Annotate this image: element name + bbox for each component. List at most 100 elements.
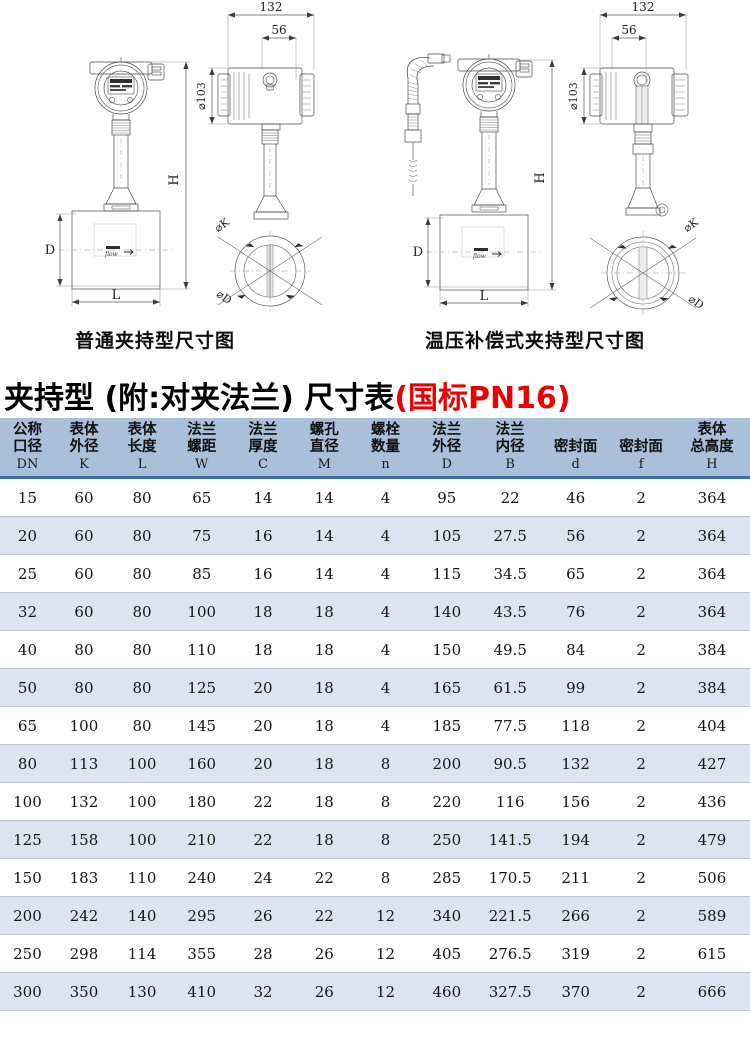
- cell-dseal: 84: [542, 630, 609, 669]
- dimension-table: 公称 口径 DN 表体 外径 K 表体 长度 L 法兰 螺距 W 法兰 厚度: [0, 418, 750, 1011]
- cell-f: 2: [608, 706, 674, 745]
- cell-dn: 200: [0, 896, 55, 935]
- col-header-n: 螺栓 数量 n: [354, 418, 417, 479]
- cell-n: 12: [354, 896, 417, 935]
- cell-f: 2: [608, 782, 674, 821]
- cell-d: 140: [416, 592, 478, 631]
- cell-d: 285: [416, 858, 478, 897]
- cell-d: 150: [416, 630, 478, 669]
- cell-k: 60: [54, 516, 114, 555]
- svg-text:flow: flow: [472, 253, 487, 260]
- cell-b: 170.5: [477, 858, 543, 897]
- cell-h: 589: [673, 896, 750, 935]
- cell-dn: 125: [0, 820, 55, 859]
- dim-label-H-left: H: [167, 174, 182, 185]
- cell-k: 298: [54, 934, 114, 973]
- cell-l: 80: [113, 592, 172, 631]
- cell-dseal: 118: [542, 706, 609, 745]
- cell-c: 18: [232, 630, 294, 669]
- cell-b: 221.5: [477, 896, 543, 935]
- table-row: 50 80 80 125 20 18 4 165 61.5 99 2 384: [0, 668, 750, 707]
- cell-d: 340: [416, 896, 478, 935]
- cell-dn: 25: [0, 554, 55, 593]
- cell-w: 355: [171, 934, 233, 973]
- cell-h: 384: [673, 630, 750, 669]
- cell-l: 80: [113, 668, 172, 707]
- cell-h: 384: [673, 668, 750, 707]
- cell-c: 32: [232, 972, 294, 1011]
- drawing-temp-pressure-compensated-clamp: flow H D L: [378, 0, 750, 320]
- cell-dseal: 56: [542, 516, 609, 555]
- cell-b: 141.5: [477, 820, 543, 859]
- cell-w: 295: [171, 896, 233, 935]
- cell-n: 4: [354, 516, 417, 555]
- table-row: 150 183 110 240 24 22 8 285 170.5 211 2 …: [0, 858, 750, 897]
- cell-b: 34.5: [477, 554, 543, 593]
- cell-f: 2: [608, 820, 674, 859]
- cell-d: 200: [416, 744, 478, 783]
- col-header-W: 法兰 螺距 W: [171, 418, 233, 479]
- cell-d: 460: [416, 972, 478, 1011]
- dim-label-Dflange-left: ⌀D: [214, 287, 234, 307]
- cell-h: 506: [673, 858, 750, 897]
- cell-l: 100: [113, 820, 172, 859]
- dim-label-L-left: L: [112, 288, 121, 303]
- cell-m: 26: [293, 972, 355, 1011]
- cell-d: 95: [416, 477, 478, 517]
- table-row: 200 242 140 295 26 22 12 340 221.5 266 2…: [0, 896, 750, 935]
- table-body: 15 60 80 65 14 14 4 95 22 46 2 364 20 60…: [0, 477, 750, 1011]
- cell-l: 80: [113, 554, 172, 593]
- cell-f: 2: [608, 477, 674, 517]
- section-title: 夹持型 (附:对夹法兰) 尺寸表 (国标PN16): [0, 372, 750, 418]
- cell-dseal: 65: [542, 554, 609, 593]
- cell-f: 2: [608, 972, 674, 1011]
- cell-w: 160: [171, 744, 233, 783]
- cell-l: 100: [113, 782, 172, 821]
- dim-label-L-right: L: [480, 289, 489, 304]
- caption-standard-clamp: 普通夹持型尺寸图: [75, 330, 236, 352]
- cell-l: 140: [113, 896, 172, 935]
- cell-k: 60: [54, 477, 114, 517]
- cell-n: 8: [354, 744, 417, 783]
- cell-m: 18: [293, 592, 355, 631]
- cell-w: 210: [171, 820, 233, 859]
- cell-c: 16: [232, 516, 294, 555]
- col-header-D: 法兰 外径 D: [416, 418, 478, 479]
- cell-dseal: 211: [542, 858, 609, 897]
- dim-label-H-right: H: [533, 172, 548, 183]
- cell-b: 90.5: [477, 744, 543, 783]
- cell-f: 2: [608, 896, 674, 935]
- cell-c: 26: [232, 896, 294, 935]
- table-row: 25 60 80 85 16 14 4 115 34.5 65 2 364: [0, 554, 750, 593]
- cell-dseal: 132: [542, 744, 609, 783]
- cell-k: 60: [54, 554, 114, 593]
- dim-label-103-left: ⌀103: [195, 82, 208, 110]
- dimension-drawings: flow H D L: [0, 0, 750, 320]
- cell-h: 427: [673, 744, 750, 783]
- table-row: 15 60 80 65 14 14 4 95 22 46 2 364: [0, 477, 750, 517]
- dim-label-Dflange-right: ⌀D: [686, 292, 706, 312]
- cell-dn: 150: [0, 858, 55, 897]
- cell-c: 14: [232, 477, 294, 517]
- cell-b: 61.5: [477, 668, 543, 707]
- cell-dn: 65: [0, 706, 55, 745]
- cell-h: 479: [673, 820, 750, 859]
- cell-m: 18: [293, 782, 355, 821]
- cell-b: 77.5: [477, 706, 543, 745]
- cell-w: 145: [171, 706, 233, 745]
- cell-dseal: 99: [542, 668, 609, 707]
- cell-dn: 300: [0, 972, 55, 1011]
- cell-n: 8: [354, 782, 417, 821]
- col-header-C: 法兰 厚度 C: [232, 418, 294, 479]
- cell-b: 43.5: [477, 592, 543, 631]
- cell-c: 18: [232, 592, 294, 631]
- cell-h: 364: [673, 516, 750, 555]
- cell-n: 4: [354, 630, 417, 669]
- cell-w: 240: [171, 858, 233, 897]
- cell-k: 158: [54, 820, 114, 859]
- cell-h: 615: [673, 934, 750, 973]
- cell-l: 80: [113, 706, 172, 745]
- cell-m: 18: [293, 744, 355, 783]
- cell-m: 18: [293, 668, 355, 707]
- table-row: 40 80 80 110 18 18 4 150 49.5 84 2 384: [0, 630, 750, 669]
